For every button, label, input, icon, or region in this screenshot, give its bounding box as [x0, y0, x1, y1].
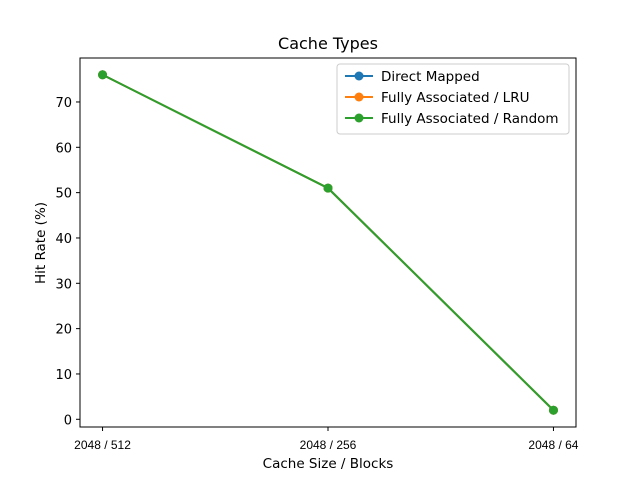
y-tick-label: 70	[55, 96, 72, 111]
data-point	[323, 183, 333, 193]
y-tick-label: 60	[55, 141, 72, 156]
legend-marker	[354, 92, 364, 102]
y-tick-label: 10	[55, 368, 72, 383]
legend-box	[336, 63, 570, 135]
plot-area: 0 10 20 30 40 50 60 70 2048 / 512 2048 / 256 2048 …	[55, 57, 579, 452]
y-tick-label: 40	[55, 232, 72, 247]
legend-label: Direct Mapped	[381, 69, 480, 85]
x-tick-label: 2048 / 512	[74, 438, 131, 452]
data-point	[98, 70, 108, 80]
y-tick-label: 30	[55, 277, 72, 292]
x-tick-label: 2048 / 256	[300, 438, 357, 452]
y-tick-label: 0	[64, 413, 72, 428]
y-tick-label: 50	[55, 187, 72, 202]
legend-marker	[354, 71, 364, 81]
y-axis-label: Hit Rate (%)	[33, 202, 49, 284]
legend-label: Fully Associated / Random	[381, 111, 559, 127]
chart-title: Cache Types	[278, 34, 378, 53]
x-tick-label: 2048 / 64	[528, 438, 578, 452]
x-axis-label: Cache Size / Blocks	[263, 456, 394, 472]
legend: Direct Mapped Fully Associated / LRU Fully…	[336, 63, 570, 135]
legend-marker	[354, 113, 364, 123]
legend-label: Fully Associated / LRU	[381, 90, 529, 106]
axes-frame	[79, 57, 577, 428]
y-tick-label: 20	[55, 323, 72, 338]
data-point	[548, 405, 558, 415]
